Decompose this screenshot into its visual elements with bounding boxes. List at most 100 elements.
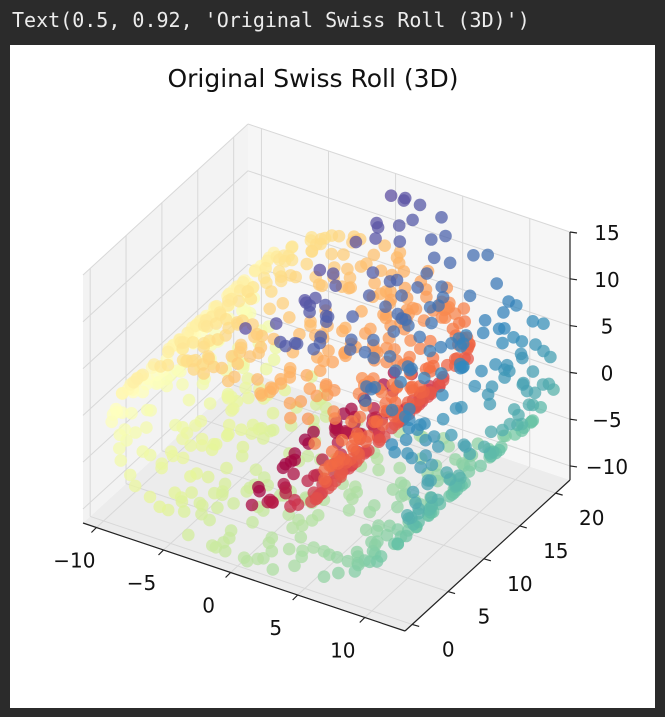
data-point xyxy=(267,353,281,367)
data-point xyxy=(423,301,437,314)
data-point xyxy=(411,281,424,294)
data-point xyxy=(248,264,262,278)
data-point xyxy=(345,439,359,453)
data-point xyxy=(378,239,392,252)
data-point xyxy=(257,432,270,445)
data-point xyxy=(442,440,456,453)
data-point xyxy=(391,500,404,514)
data-point xyxy=(136,385,150,399)
data-point xyxy=(385,403,399,417)
x-tick xyxy=(90,527,97,533)
data-point xyxy=(239,381,252,395)
z-tick xyxy=(569,371,578,374)
z-tick xyxy=(569,465,578,468)
data-point xyxy=(283,396,297,410)
data-point xyxy=(449,402,463,415)
data-point xyxy=(346,492,359,506)
data-point xyxy=(394,375,407,389)
data-point xyxy=(468,379,482,393)
y-tick-label: 15 xyxy=(543,539,568,563)
data-point xyxy=(414,342,427,356)
data-point xyxy=(201,470,215,484)
data-point xyxy=(305,245,319,258)
data-point xyxy=(399,433,413,447)
data-point xyxy=(184,439,197,452)
data-point xyxy=(380,528,394,542)
data-point xyxy=(294,395,308,408)
z-tick-label: 0 xyxy=(601,361,614,385)
x-tick-label: −5 xyxy=(127,571,156,595)
data-point xyxy=(462,465,476,478)
data-point xyxy=(211,501,224,514)
data-point xyxy=(284,411,297,425)
data-point xyxy=(529,338,542,351)
data-point xyxy=(329,279,342,292)
data-point xyxy=(516,351,529,365)
data-point xyxy=(399,529,413,543)
data-point xyxy=(420,267,434,280)
x-tick-label: 5 xyxy=(269,616,282,640)
data-point xyxy=(516,378,530,391)
data-point xyxy=(502,295,515,308)
data-point xyxy=(497,306,510,319)
data-point xyxy=(240,554,254,568)
x-tick xyxy=(292,594,299,601)
data-point xyxy=(307,541,320,554)
data-point xyxy=(395,289,408,302)
data-point xyxy=(345,333,358,347)
x-tick xyxy=(225,572,232,578)
data-point xyxy=(114,454,128,467)
data-point xyxy=(319,298,332,312)
x-tick xyxy=(158,549,164,556)
data-point xyxy=(231,357,245,371)
data-point xyxy=(436,388,449,402)
data-point xyxy=(166,449,180,463)
data-point xyxy=(241,372,255,385)
data-point xyxy=(483,397,497,411)
data-point xyxy=(477,440,491,454)
data-point xyxy=(423,344,437,358)
data-point xyxy=(445,337,458,350)
data-point xyxy=(279,339,292,353)
data-point xyxy=(475,364,488,378)
data-point xyxy=(367,248,381,262)
data-point xyxy=(236,440,250,454)
data-point xyxy=(295,550,309,564)
data-point xyxy=(222,418,236,432)
data-point xyxy=(251,552,264,566)
data-point xyxy=(343,343,357,356)
x-tick-label: −10 xyxy=(53,549,95,573)
data-point xyxy=(177,505,191,518)
x-tick-label: 0 xyxy=(202,594,215,618)
x-axis-line xyxy=(82,522,406,632)
data-point xyxy=(307,342,321,356)
data-point xyxy=(307,425,320,439)
data-point xyxy=(322,344,335,358)
data-point xyxy=(445,428,458,442)
data-point xyxy=(434,340,448,354)
z-tick xyxy=(569,324,578,328)
y-axis-line xyxy=(404,479,571,632)
data-point xyxy=(266,406,280,420)
data-point xyxy=(349,235,363,249)
data-point xyxy=(343,271,357,285)
grid-line xyxy=(82,264,249,416)
data-point xyxy=(143,490,157,504)
data-point xyxy=(208,486,221,500)
data-point xyxy=(232,294,246,308)
data-point xyxy=(401,447,414,460)
data-point xyxy=(481,388,495,401)
data-point xyxy=(436,412,450,426)
y-tick xyxy=(555,492,563,496)
data-point xyxy=(153,500,166,514)
data-point xyxy=(425,233,438,246)
data-point xyxy=(492,322,506,336)
z-tick xyxy=(569,278,578,281)
data-point xyxy=(384,189,398,202)
data-point xyxy=(244,292,258,306)
data-point xyxy=(401,509,414,522)
data-point xyxy=(383,275,397,288)
data-point xyxy=(187,363,201,376)
data-point xyxy=(209,317,223,330)
data-point xyxy=(330,551,344,564)
